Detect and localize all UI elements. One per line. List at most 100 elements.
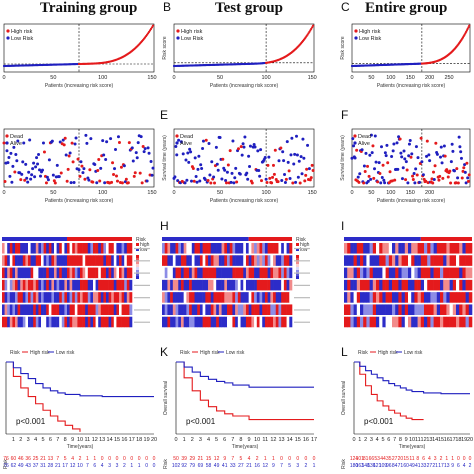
heatmap-cell: [116, 267, 120, 279]
risk-table-count: 66: [369, 456, 375, 462]
heatmap-cell: [411, 292, 415, 303]
dead-point: [228, 149, 232, 153]
heatmap-cell: [116, 243, 120, 254]
heatmap-cell: [452, 316, 457, 328]
alive-point: [401, 166, 405, 170]
heatmap-cell: [216, 316, 220, 328]
heatmap-cell: [106, 279, 109, 291]
dead-point: [448, 169, 452, 173]
heatmap-cell: [270, 279, 274, 291]
risk-table-count: 148: [361, 463, 370, 469]
heatmap-cell: [183, 304, 187, 315]
risk-table-count: 9: [223, 456, 226, 462]
dead-point: [362, 181, 366, 185]
x-tick-label: 0: [2, 75, 5, 81]
heatmap-cell: [210, 316, 214, 328]
heatmap-cell: [360, 255, 364, 266]
heat-scale-step: [296, 276, 299, 279]
heatmap-cell: [254, 304, 258, 315]
dead-point: [455, 167, 459, 171]
heatmap-cell: [440, 316, 444, 328]
heat-scale-step: [296, 270, 299, 273]
alive-point: [35, 156, 39, 160]
km-curve: [176, 361, 314, 388]
risk-table-count: 0: [457, 456, 460, 462]
dead-point: [430, 177, 434, 181]
heatmap-cell: [281, 279, 285, 291]
risk-table-count: 60: [403, 463, 409, 469]
heatmap-cell: [344, 292, 348, 303]
risk-table-count: 1: [445, 456, 448, 462]
heatmap-cell: [363, 255, 367, 266]
alive-point: [384, 154, 388, 158]
risk-table-count: 2: [256, 456, 259, 462]
heatmap-cell: [167, 292, 171, 303]
heatmap-cell: [129, 243, 133, 254]
heatmap-cell: [446, 279, 450, 291]
heatmap-cell: [262, 304, 266, 315]
dead-point: [53, 181, 57, 185]
risk-table-count: 25: [33, 456, 39, 462]
heatmap-cell: [273, 316, 277, 328]
dead-point: [287, 169, 291, 173]
x-tick-label: 4: [207, 437, 210, 443]
alive-point: [373, 167, 377, 171]
km-legend-title: Risk: [358, 350, 368, 356]
x-tick-label: 0: [350, 190, 353, 196]
heatmap-cell: [251, 243, 255, 254]
heatmap-cell: [172, 279, 176, 291]
dead-point: [462, 166, 466, 170]
heat-legend-title: Risk: [296, 237, 306, 243]
heatmap-cell: [462, 304, 466, 315]
dead-point: [265, 181, 269, 185]
heatmap-cell: [95, 267, 99, 279]
risk-table-count: 109: [379, 463, 388, 469]
heatmap-cell: [80, 304, 83, 315]
heatmap-cell: [420, 304, 425, 315]
x-tick-label: 11: [262, 437, 268, 443]
alive-point: [38, 168, 42, 172]
alive-point: [369, 177, 373, 181]
dead-point: [426, 181, 430, 185]
heatmap-cell: [278, 304, 282, 315]
heatmap-cell: [103, 316, 107, 328]
heatmap-cell: [433, 267, 438, 279]
dead-point: [432, 170, 436, 174]
alive-point: [113, 167, 117, 171]
x-tick-label: 17: [311, 437, 317, 443]
heatmap-cell: [119, 243, 122, 254]
heatmap-cell: [103, 267, 107, 279]
heatmap-cell: [22, 267, 26, 279]
x-tick-label: 150: [308, 190, 317, 196]
heatmap-cell: [430, 255, 434, 266]
heatmap-cell: [356, 304, 361, 315]
y-axis-label: Survival time (years): [162, 135, 168, 181]
alive-point: [26, 180, 30, 184]
heatmap-cell: [48, 316, 52, 328]
alive-point: [362, 164, 366, 168]
dead-point: [454, 181, 458, 185]
alive-point: [184, 158, 188, 162]
x-tick-label: 16: [121, 437, 127, 443]
risk-table-count: 3: [108, 463, 111, 469]
alive-point: [99, 166, 103, 170]
heatmap-cell: [289, 243, 293, 254]
heatmap-cell: [119, 304, 122, 315]
heatmap-cell: [398, 243, 402, 254]
alive-point: [102, 153, 106, 157]
heatmap-cell: [162, 267, 166, 279]
heatmap-cell: [69, 292, 73, 303]
heatmap-cell: [465, 316, 470, 328]
heatmap-cell: [363, 279, 367, 291]
heatmap-cell: [347, 255, 351, 266]
alive-point: [142, 150, 146, 154]
risk-table-count: 58: [206, 463, 212, 469]
heatmap-cell: [205, 267, 209, 279]
legend-label-high: High risk: [181, 29, 203, 35]
alive-point: [356, 175, 360, 179]
heatmap-cell: [224, 243, 228, 254]
heatmap-cell: [363, 292, 367, 303]
alive-point: [463, 170, 467, 174]
heatmap-cell: [465, 279, 470, 291]
heatmap-cell: [72, 304, 76, 315]
